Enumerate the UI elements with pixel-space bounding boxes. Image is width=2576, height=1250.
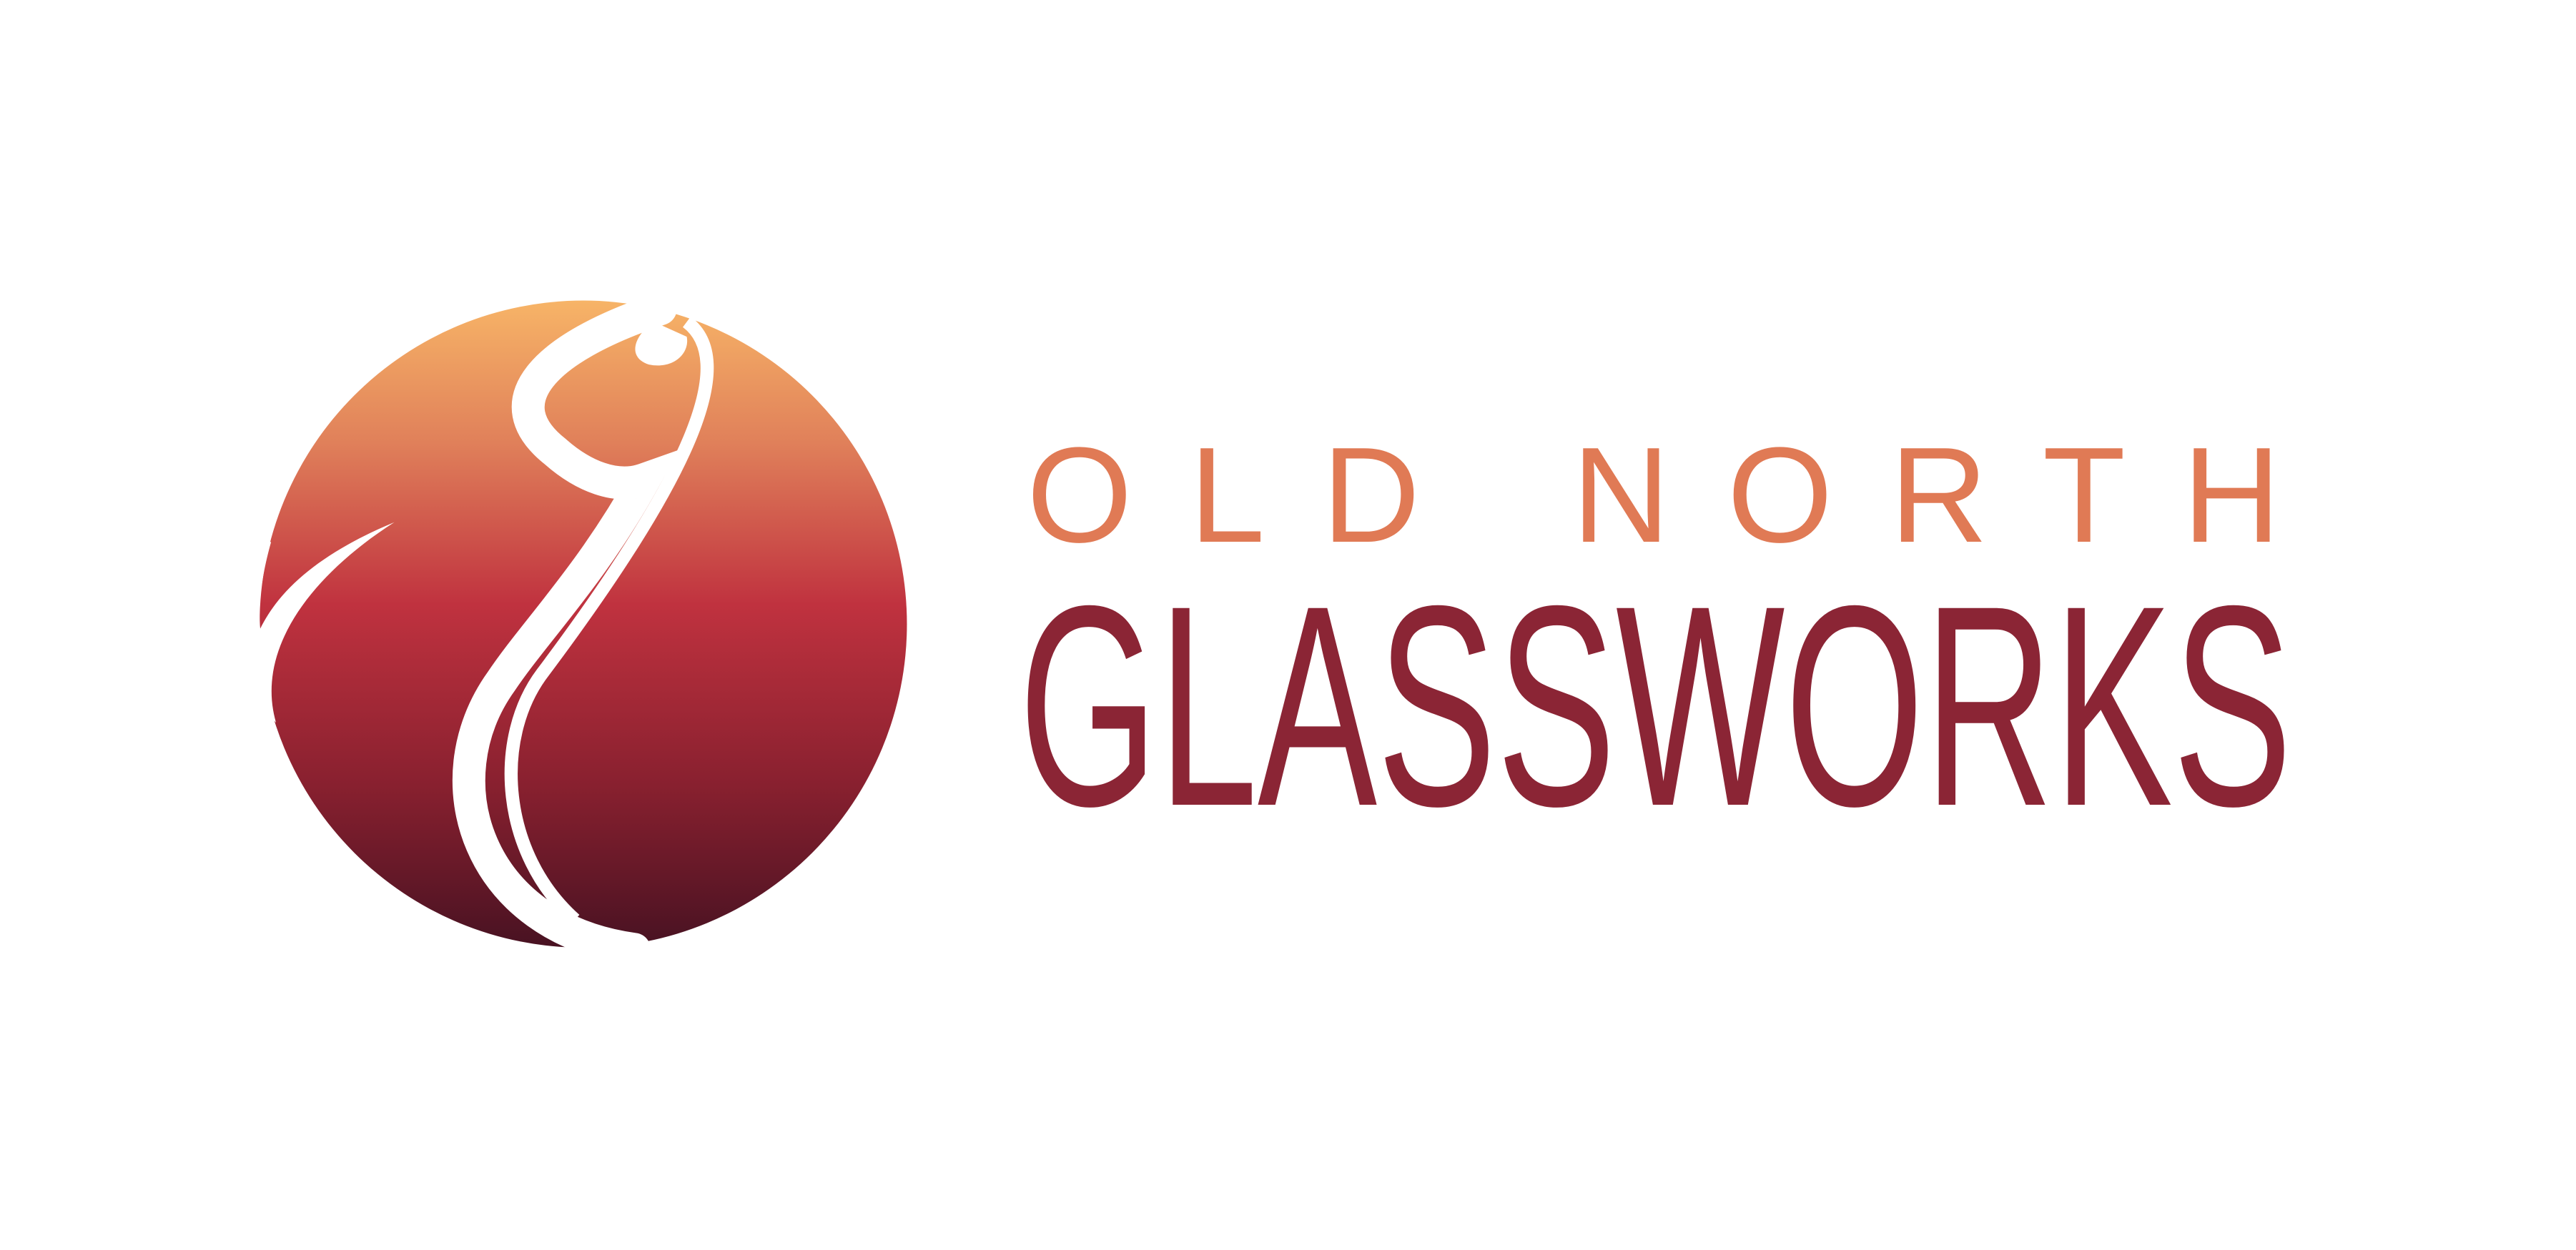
swirl [452, 292, 680, 966]
swirl-inner [504, 317, 714, 925]
curl [635, 322, 688, 366]
logo-mark [246, 292, 907, 966]
edge-cut [246, 542, 272, 658]
brand-line1: OLD NORTH [1027, 420, 2281, 571]
brand-line2: GLASSWORKS [1019, 546, 2292, 865]
leaf-cut [246, 522, 395, 723]
